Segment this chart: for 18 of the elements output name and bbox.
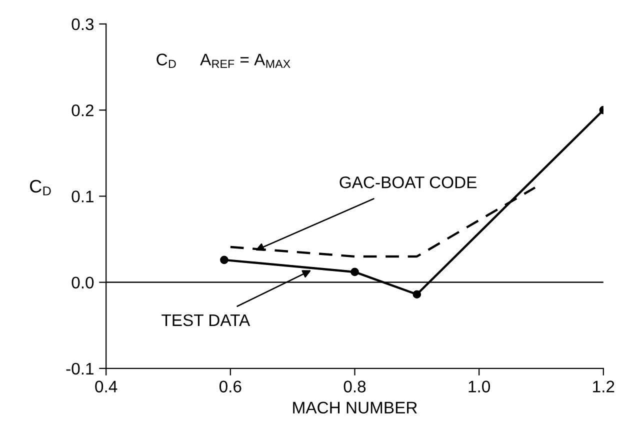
y-axis-title: C$_{D}$ (30, 180, 51, 196)
point (220, 256, 228, 264)
x-tick-label: 1.0 (468, 380, 490, 392)
x-tick-label: 0.8 (344, 380, 366, 392)
x-tick-label: 0.4 (95, 380, 118, 392)
x-axis-title: MACH NUMBER (293, 402, 417, 414)
annotation: TEST DATA (162, 314, 250, 326)
y-tick-label: 0.3 (72, 18, 94, 30)
annotation: GAC-BOAT CODE (340, 176, 476, 188)
point (412, 290, 422, 299)
y-tick-label: 0.2 (72, 104, 94, 116)
y-tick-label: 0.0 (72, 276, 94, 289)
text: C$_{D}$ A$_{REF}$ = A$_{MAX}$ (156, 54, 290, 68)
x-tick-label: 0.6 (219, 380, 242, 392)
point (350, 268, 359, 276)
y-tick-label: 0.1 (72, 190, 94, 202)
y-tick-label: -0.1 (66, 362, 94, 375)
x-tick-label: 1.2 (593, 380, 614, 392)
